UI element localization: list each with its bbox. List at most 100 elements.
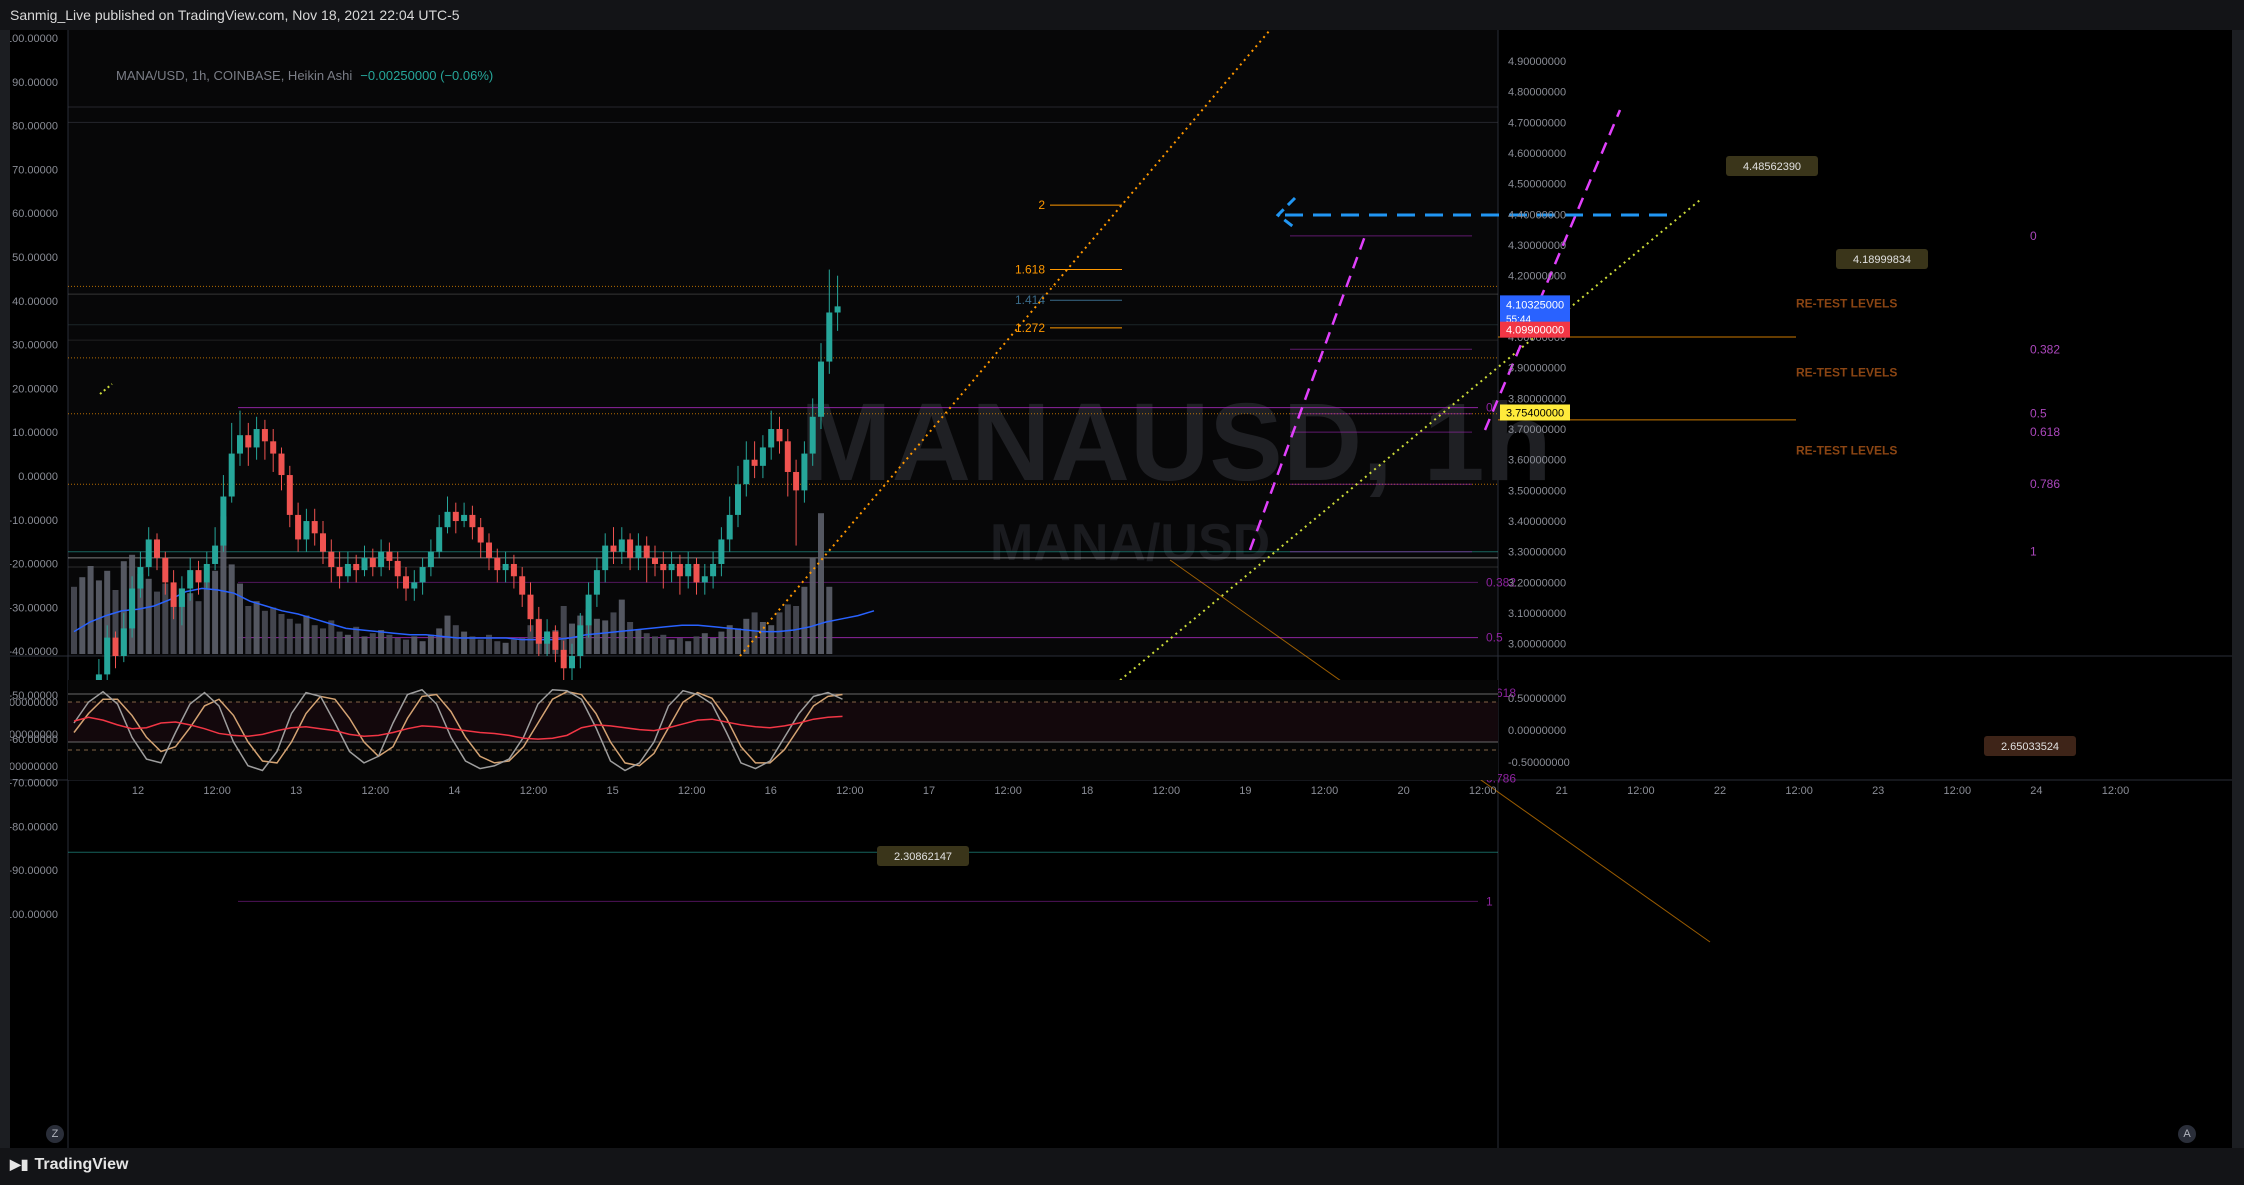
left-tick: -10.00000 [10,515,58,527]
auto-scale-button[interactable]: A [2178,1125,2196,1143]
price-tick: 4.40000000 [1508,209,1566,221]
price-callout-bg [1726,156,1818,176]
volume-bar [278,614,285,654]
candle-body [369,557,376,568]
volume-bar [751,612,758,654]
stoch-right-tick: 0.00000000 [1508,725,1566,737]
volume-bar [427,634,434,654]
candle-body [486,542,492,558]
time-axis: 12 12:00 13 12:00 14 12:00 15 12:00 16 12:00 17 12:… [132,785,2129,797]
volume-bar [660,634,667,654]
volume-bar [801,586,808,654]
chart-canvas[interactable]: MANAUSD, 1h MANA/USD 0 0.382 0.5 0.618 0.786… [0,29,2232,1148]
candle-body [427,551,434,568]
candle-body [544,631,551,644]
candle-body [743,459,750,485]
time-tick: 15 [606,785,618,797]
volume-bar [228,564,235,654]
candle-body [726,514,733,540]
magenta-channel-line [1483,109,1622,431]
candle-body [154,539,160,558]
volume-bar [560,606,567,654]
volume-bar [104,570,111,654]
candle-body [411,582,418,589]
volume-bar [170,596,177,654]
legend-symbol: MANA/USD, 1h, COINBASE, Heikin Ashi [116,68,353,83]
volume-bar [79,577,86,654]
candle-body [270,441,277,454]
zoom-reset-button[interactable]: Z [46,1125,64,1143]
volume-bar [461,631,468,654]
candle-body [569,655,575,669]
brand-label: TradingView [34,1156,129,1173]
volume-bar [394,638,401,654]
candle-body [502,563,509,571]
candle-body [419,567,426,583]
candle-body [610,545,617,552]
volume-bar [469,636,476,654]
left-tick: 0.00000 [18,471,58,483]
candle-body [718,539,725,564]
left-tick: 90.00000 [12,77,58,89]
candle-body [403,576,409,589]
candle-body [245,435,252,448]
retest-annotation: RE-TEST LEVELS [1796,365,1897,379]
candle-body [278,453,285,476]
candle-body [336,567,343,577]
publisher-bar: Sanmig_Live published on TradingView.com… [0,0,2244,30]
publisher-text: Sanmig_Live published on TradingView.com… [10,7,460,23]
candle-body [253,429,260,448]
candle-body [834,306,841,313]
candle-body [237,435,243,454]
candle-body [660,563,667,571]
axes-layer: 4.90000000 4.80000000 4.70000000 4.60000000… [2,33,1570,921]
chart-frame[interactable]: MANAUSD, 1h MANA/USD 0 0.382 0.5 0.618 0.786… [0,29,2232,1148]
candle-body [751,459,758,466]
tradingview-logo[interactable]: ▶▮ TradingView [10,1156,128,1174]
volume-bar [403,639,409,654]
time-tick: 23 [1872,785,1884,797]
candle-body [643,545,650,558]
fib-right-label: 0.382 [2030,342,2060,356]
candle-body [784,441,791,472]
volume-bar [436,628,443,654]
candle-body [469,514,476,528]
level-price-label: 3.75400000 [1506,407,1564,419]
candle-body [652,557,658,564]
fib-right-label: 1 [2030,545,2037,559]
volume-bar [71,586,77,654]
candle-body [826,312,833,362]
fib-ext-label: 2 [1038,198,1045,212]
volume-bar [87,566,94,654]
price-tick: 3.30000000 [1508,547,1566,559]
legend-change: −0.00250000 (−0.06%) [360,68,494,83]
volume-bar [419,641,426,654]
volume-bar [452,625,459,654]
candles-layer [71,269,841,752]
time-tick: 20 [1397,785,1409,797]
stoch-right-tick: 0.50000000 [1508,693,1566,705]
time-tick: 24 [2030,785,2042,797]
fib-right-label: 0.618 [2030,425,2060,439]
volume-bar [502,642,509,654]
time-tick: 12:00 [1785,785,1813,797]
candle-body [461,514,468,522]
stoch-tick: 40.00000000 [10,729,58,741]
price-tick: 3.20000000 [1508,577,1566,589]
tradingview-logo-icon: ▶▮ [10,1156,29,1172]
volume-bar [112,590,119,654]
volume-bar [237,583,243,654]
time-tick: 12:00 [362,785,390,797]
price-tick: 3.90000000 [1508,363,1566,375]
time-tick: 12:00 [1311,785,1339,797]
volume-bar [569,623,575,654]
blue-arrow-head [1275,196,1297,230]
time-tick: 18 [1081,785,1093,797]
left-tick: 60.00000 [12,208,58,220]
candle-body [735,484,741,515]
symbol-legend[interactable]: MANA/USD, 1h, COINBASE, Heikin Ashi −0.00… [116,68,493,83]
candle-body [759,447,766,466]
price-tick: 4.20000000 [1508,271,1566,283]
volume-bar [627,622,634,654]
left-tick: 40.00000 [12,296,58,308]
